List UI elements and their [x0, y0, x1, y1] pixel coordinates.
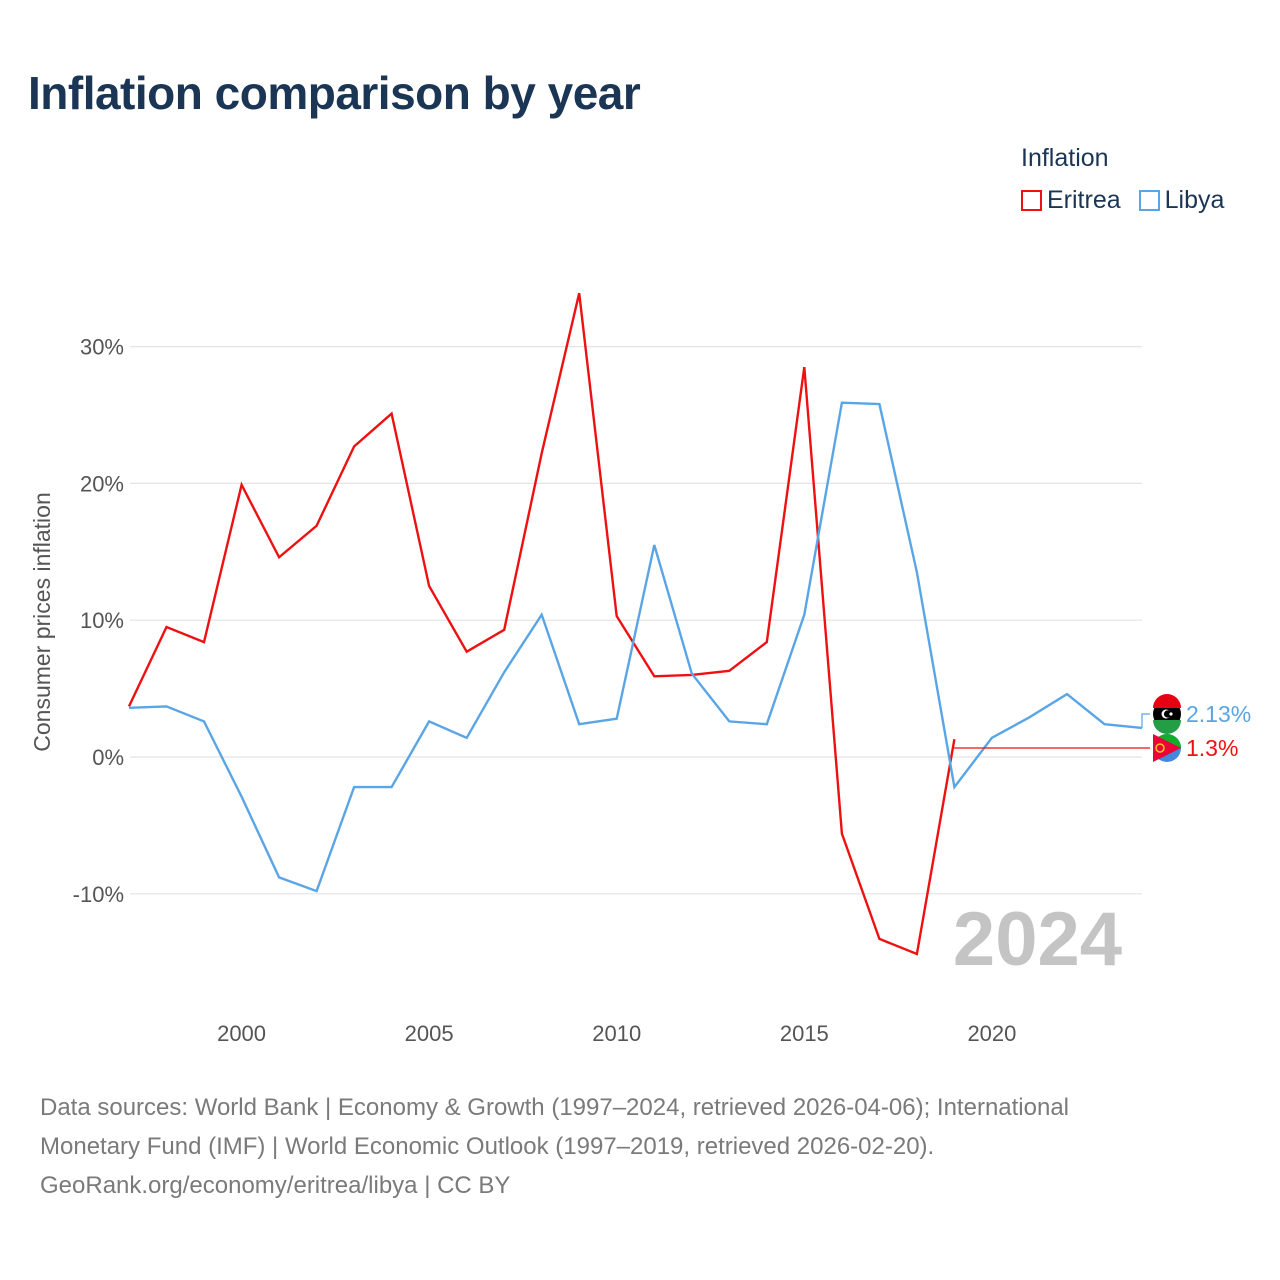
series-lines [127, 292, 1143, 956]
legend-swatch-eritrea [1021, 190, 1042, 211]
source-line-3[interactable]: GeoRank.org/economy/eritrea/libya | CC B… [40, 1172, 511, 1199]
leader-line-libya [1141, 713, 1150, 728]
flag-red-triangle [1153, 734, 1181, 762]
legend-swatch-libya [1138, 190, 1160, 211]
x-tick-label: 2015 [780, 1021, 829, 1046]
emblem [1155, 743, 1165, 753]
crescent-inner [1163, 710, 1172, 718]
legend-item-eritrea[interactable]: Eritrea [1021, 186, 1121, 215]
flag-red-band [1153, 694, 1181, 708]
star [1169, 712, 1173, 716]
x-tick-label: 2005 [405, 1021, 454, 1046]
gridlines [130, 346, 1142, 895]
chart-title: Inflation comparison by year [28, 67, 641, 119]
legend-title: Inflation [1021, 144, 1109, 172]
x-axis-ticks: 2000 2005 2010 2015 2020 [217, 1021, 1016, 1046]
source-line-1: Data sources: World Bank | Economy & Gro… [40, 1094, 1070, 1121]
legend-item-libya[interactable]: Libya [1138, 186, 1225, 215]
legend: Eritrea Libya [1021, 186, 1242, 215]
y-axis-ticks: 30% 20% 10% 0% -10% [73, 335, 124, 907]
y-tick-label: 10% [80, 608, 124, 633]
y-axis-label: Consumer prices inflation [29, 492, 55, 752]
x-tick-label: 2010 [592, 1021, 641, 1046]
end-label-libya: 2.13% [1186, 701, 1251, 727]
legend-label-eritrea: Eritrea [1047, 186, 1121, 214]
line-chart: 30% 20% 10% 0% -10% 2000 2005 2010 2015 2020 Con… [29, 292, 1251, 1046]
series-line-eritrea [127, 292, 956, 956]
x-tick-label: 2000 [217, 1021, 266, 1046]
legend-label-libya: Libya [1164, 186, 1225, 214]
x-tick-label: 2020 [967, 1021, 1016, 1046]
end-label-eritrea: 1.3% [1186, 735, 1238, 761]
y-tick-label: 0% [92, 745, 124, 770]
y-tick-label: 20% [80, 471, 124, 496]
source-note: Data sources: World Bank | Economy & Gro… [40, 1088, 1240, 1205]
y-tick-label: -10% [73, 882, 124, 907]
flag-icon-eritrea [1153, 734, 1181, 762]
year-watermark: 2024 [953, 897, 1122, 982]
flag-green-band [1153, 720, 1181, 734]
series-line-libya [128, 401, 1143, 893]
end-labels: 2.13% 1.3% [954, 694, 1251, 762]
flag-icon-libya [1153, 694, 1181, 734]
source-line-2: Monetary Fund (IMF) | World Economic Out… [40, 1133, 935, 1160]
y-tick-label: 30% [80, 335, 124, 360]
